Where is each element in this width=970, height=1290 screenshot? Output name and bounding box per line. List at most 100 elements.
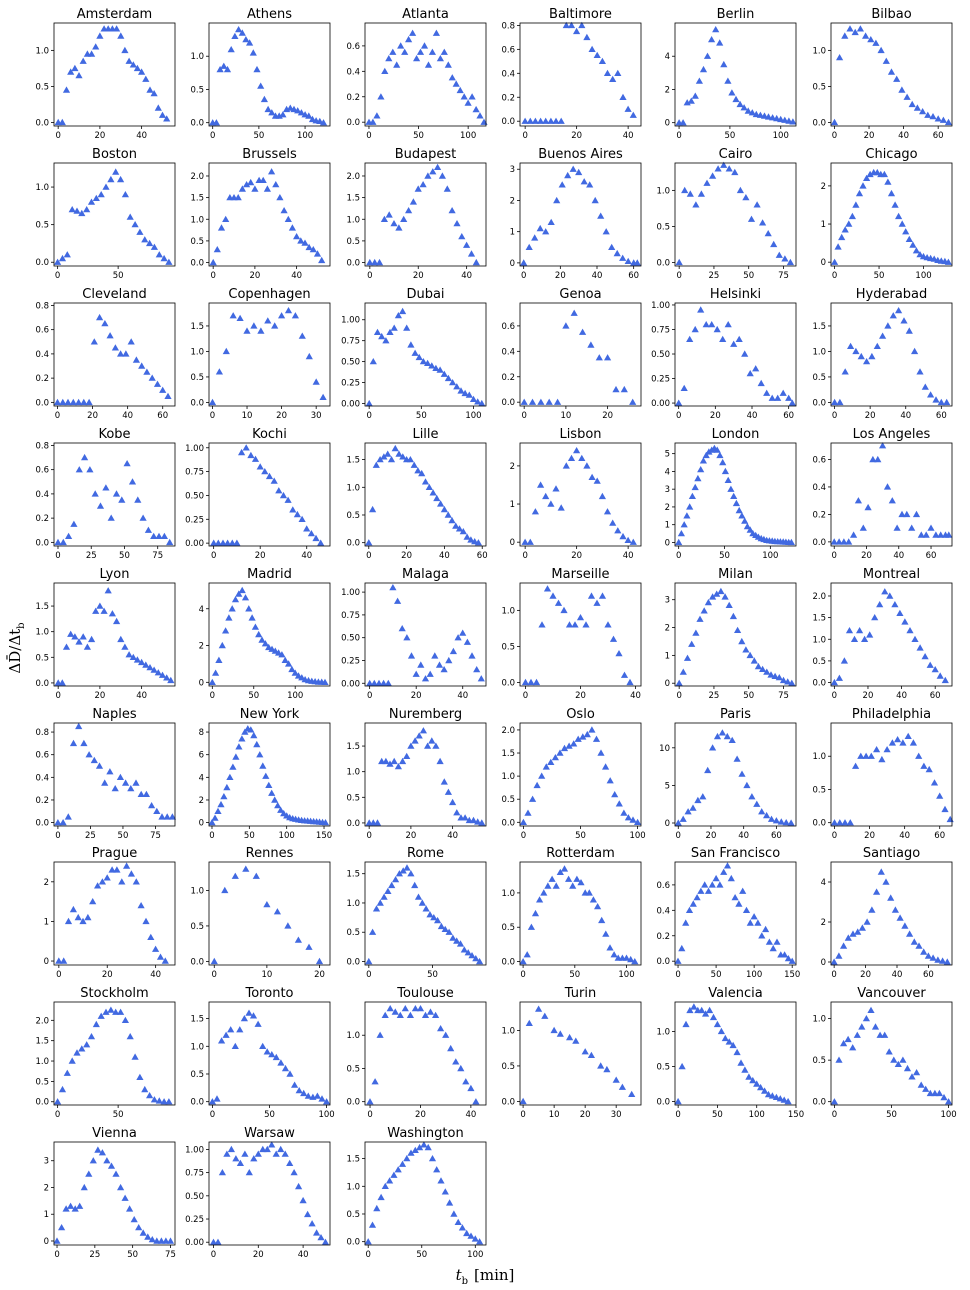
data-point (441, 925, 449, 932)
data-point (76, 1202, 84, 1209)
data-point (245, 1009, 253, 1016)
data-point (764, 113, 773, 120)
x-axis-label-var: t (456, 1266, 463, 1284)
data-point (835, 538, 843, 545)
data-point (543, 585, 552, 592)
y-tick-label: 1.00 (185, 1145, 204, 1155)
data-point (674, 957, 682, 964)
data-point (520, 398, 528, 405)
data-point (850, 635, 859, 642)
panel-frame (519, 162, 642, 267)
data-point (858, 1023, 866, 1030)
data-point (391, 1008, 399, 1015)
panel-title: Washington (387, 1126, 463, 1141)
data-point (248, 614, 256, 621)
data-point (781, 951, 789, 958)
data-point (882, 57, 890, 64)
data-point (690, 1003, 698, 1010)
data-point (574, 735, 582, 742)
y-tick-label: 0.5 (812, 785, 826, 795)
data-point (920, 762, 928, 769)
data-point (565, 621, 574, 628)
y-tick-label: 0.75 (651, 325, 670, 335)
data-point (830, 678, 838, 686)
data-point (249, 1012, 258, 1019)
data-point (278, 312, 286, 319)
data-point (412, 670, 420, 677)
data-point (748, 109, 756, 116)
data-point (939, 116, 947, 123)
data-point (450, 1210, 458, 1217)
data-point (633, 259, 641, 266)
data-point (394, 312, 402, 319)
y-tick-label: 0.0 (35, 538, 49, 548)
x-tick-label: 50 (119, 551, 130, 561)
markers-buenos-aires (520, 165, 641, 266)
data-point (449, 934, 457, 941)
data-point (558, 181, 566, 188)
data-point (295, 1182, 303, 1190)
data-point (772, 817, 780, 824)
data-point (463, 533, 471, 540)
data-point (713, 1020, 721, 1028)
markers-copenhagen (208, 307, 327, 406)
y-tick-label: 1.0 (35, 628, 49, 638)
data-point (403, 1155, 411, 1162)
x-tick-label: 100 (318, 1110, 334, 1120)
data-point (693, 894, 701, 901)
data-point (891, 601, 899, 608)
data-point (407, 870, 415, 877)
x-tick-label: 20 (411, 691, 422, 701)
data-point (627, 955, 635, 963)
data-point (730, 340, 738, 347)
data-point (719, 458, 727, 466)
data-point (364, 1238, 372, 1245)
y-tick-label: 1.0 (812, 635, 826, 645)
data-point (835, 1056, 843, 1063)
data-point (85, 1170, 93, 1177)
data-point (301, 239, 309, 246)
x-tick-label: 40 (898, 131, 909, 141)
y-tick-label: 1 (665, 521, 670, 531)
markers-athens (209, 26, 328, 126)
data-point (389, 584, 397, 591)
data-point (392, 876, 400, 883)
data-point (579, 328, 587, 335)
y-tick-label: 1.5 (346, 1155, 360, 1165)
data-point (321, 819, 330, 826)
data-point (437, 1025, 445, 1032)
data-point (448, 516, 456, 524)
data-point (609, 635, 618, 642)
data-point (426, 1008, 435, 1015)
data-point (238, 586, 246, 594)
data-point (369, 118, 377, 125)
data-point (717, 1027, 725, 1035)
data-point (723, 862, 732, 869)
data-point (312, 534, 320, 542)
data-point (449, 798, 457, 806)
y-tick-label: 0 (665, 679, 670, 689)
data-point (867, 36, 875, 43)
data-point (610, 951, 618, 958)
data-point (763, 668, 771, 675)
x-tick-label: 20 (401, 551, 412, 561)
panel-frame (208, 1141, 331, 1246)
data-point (709, 593, 717, 600)
x-tick-label: 150 (784, 970, 800, 980)
data-point (867, 752, 875, 759)
data-point (882, 878, 890, 885)
y-tick-label: 0 (44, 957, 49, 967)
data-point (937, 398, 945, 406)
data-point (542, 492, 550, 500)
data-point (830, 819, 839, 826)
markers-cairo (675, 161, 794, 266)
data-point (529, 795, 537, 802)
